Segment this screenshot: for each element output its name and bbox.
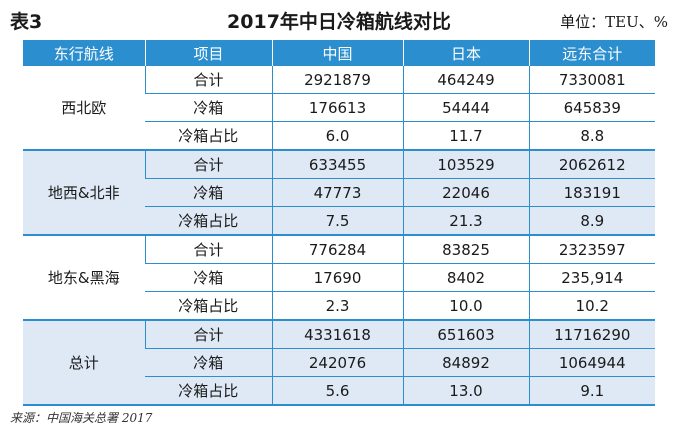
china-cell: 176613	[271, 93, 403, 122]
fareast-cell: 183191	[528, 178, 655, 207]
table-row: 冷箱占比 7.5 21.3 8.9	[23, 206, 655, 235]
japan-cell: 103529	[402, 150, 529, 179]
table-header: 表3 2017年中日冷箱航线对比 单位：TEU、%	[0, 0, 678, 40]
fareast-cell: 7330081	[528, 66, 655, 94]
japan-cell: 83825	[402, 235, 529, 264]
table-row: 冷箱占比 5.6 13.0 9.1	[23, 376, 655, 405]
col-china: 中国	[271, 40, 403, 66]
china-cell: 4331618	[271, 320, 403, 349]
china-cell: 242076	[271, 348, 403, 377]
item-cell: 冷箱	[145, 348, 272, 377]
comparison-table: 东行航线 项目 中国 日本 远东合计 西北欧 合计 2921879 464249…	[23, 40, 655, 406]
japan-cell: 8402	[402, 263, 529, 292]
japan-cell: 10.0	[402, 291, 529, 320]
fareast-cell: 11716290	[528, 320, 655, 349]
table-row: 冷箱占比 6.0 11.7 8.8	[23, 121, 655, 150]
item-cell: 冷箱占比	[145, 121, 272, 150]
china-cell: 47773	[271, 178, 403, 207]
item-cell: 冷箱占比	[145, 376, 272, 405]
column-header-row: 东行航线 项目 中国 日本 远东合计	[23, 40, 655, 66]
fareast-cell: 8.9	[528, 206, 655, 235]
japan-cell: 21.3	[402, 206, 529, 235]
fareast-cell: 9.1	[528, 376, 655, 405]
item-cell: 冷箱占比	[145, 206, 272, 235]
fareast-cell: 235,914	[528, 263, 655, 292]
table-row: 冷箱 242076 84892 1064944	[23, 348, 655, 377]
item-cell: 合计	[144, 150, 272, 179]
fareast-cell: 2062612	[528, 150, 655, 179]
china-cell: 17690	[271, 263, 403, 292]
fareast-cell: 1064944	[528, 348, 655, 377]
col-fareast: 远东合计	[528, 40, 655, 66]
table-label: 表3	[10, 11, 43, 33]
japan-cell: 13.0	[402, 376, 529, 405]
japan-cell: 464249	[402, 66, 529, 94]
col-route: 东行航线	[23, 40, 145, 66]
fareast-cell: 10.2	[528, 291, 655, 320]
item-cell: 冷箱	[145, 93, 272, 122]
route-cell: 地西&北非	[23, 150, 145, 235]
table-row: 冷箱 17690 8402 235,914	[23, 263, 655, 292]
item-cell: 合计	[144, 320, 272, 349]
item-cell: 冷箱	[145, 178, 272, 207]
fareast-cell: 2323597	[528, 235, 655, 264]
table-row: 冷箱 47773 22046 183191	[23, 178, 655, 207]
japan-cell: 84892	[402, 348, 529, 377]
china-cell: 633455	[271, 150, 403, 179]
item-cell: 冷箱占比	[145, 291, 272, 320]
group-east-med-black-sea: 地东&黑海 合计 776284 83825 2323597 冷箱 17690 8…	[23, 235, 655, 320]
table-row: 西北欧 合计 2921879 464249 7330081	[23, 66, 655, 117]
fareast-cell: 8.8	[528, 121, 655, 150]
china-cell: 7.5	[271, 206, 403, 235]
group-west-med-north-africa: 地西&北非 合计 633455 103529 2062612 冷箱 47773 …	[23, 150, 655, 235]
col-item: 项目	[144, 40, 272, 66]
japan-cell: 22046	[402, 178, 529, 207]
table-row: 地东&黑海 合计 776284 83825 2323597	[23, 235, 655, 287]
china-cell: 6.0	[271, 121, 403, 150]
item-cell: 合计	[144, 235, 272, 264]
china-cell: 2921879	[271, 66, 403, 94]
item-cell: 合计	[144, 66, 272, 94]
japan-cell: 54444	[402, 93, 529, 122]
japan-cell: 11.7	[402, 121, 529, 150]
fareast-cell: 645839	[528, 93, 655, 122]
table-title: 2017年中日冷箱航线对比	[227, 11, 451, 33]
table-row: 总计 合计 4331618 651603 11716290	[23, 320, 655, 405]
table-row: 地西&北非 合计 633455 103529 2062612	[23, 150, 655, 235]
route-cell: 地东&黑海	[47, 269, 120, 287]
col-japan: 日本	[402, 40, 529, 66]
table-row: 冷箱 176613 54444 645839	[23, 93, 655, 122]
group-total: 总计 合计 4331618 651603 11716290 冷箱 242076 …	[23, 320, 655, 405]
route-cell: 总计	[23, 320, 145, 405]
table-row: 冷箱占比 2.3 10.0 10.2	[23, 291, 655, 320]
unit-note: 单位：TEU、%	[560, 13, 668, 31]
item-cell: 冷箱	[145, 263, 272, 292]
japan-cell: 651603	[402, 320, 529, 349]
china-cell: 776284	[271, 235, 403, 264]
route-cell: 西北欧	[61, 99, 107, 117]
source-note: 来源：中国海关总署 2017	[10, 411, 153, 425]
china-cell: 5.6	[271, 376, 403, 405]
china-cell: 2.3	[271, 291, 403, 320]
group-northwest-europe: 西北欧 合计 2921879 464249 7330081 冷箱 176613 …	[23, 66, 655, 150]
